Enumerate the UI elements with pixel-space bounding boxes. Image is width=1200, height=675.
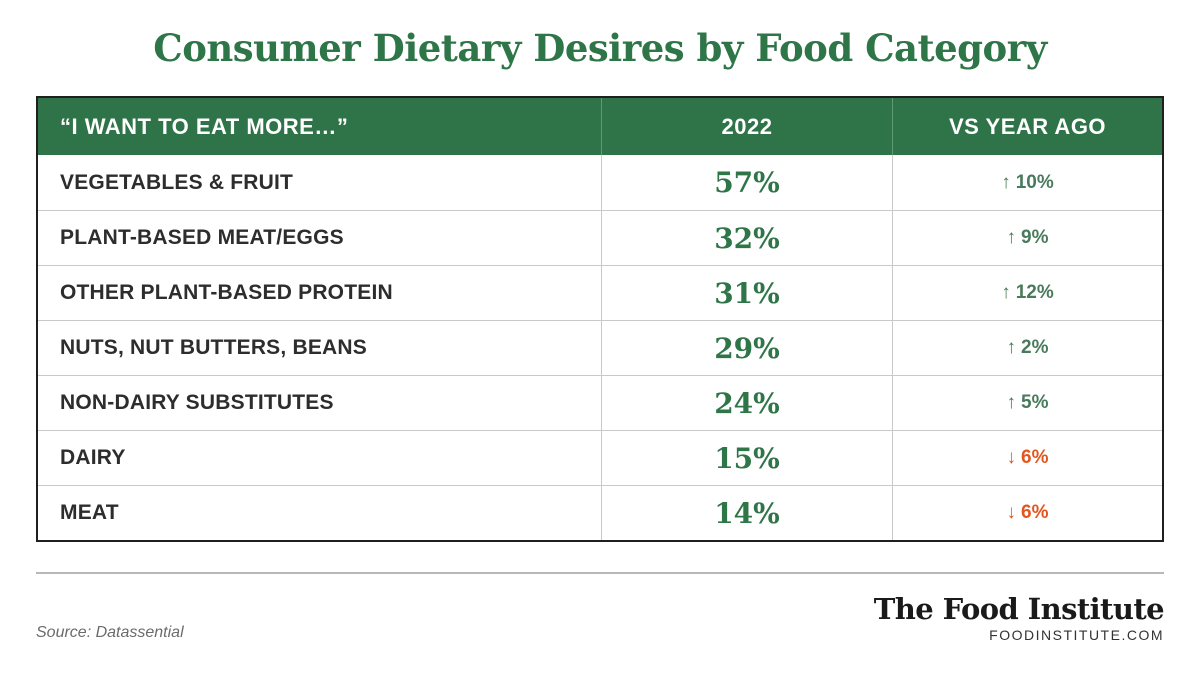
table-body: VEGETABLES & FRUIT 57% ↑ 10% PLANT-BASED MEA… — [38, 155, 1162, 540]
arrow-up-icon: ↑ — [1001, 171, 1011, 193]
row-category: PLANT-BASED MEAT/EGGS — [60, 226, 344, 249]
row-change: ↑ 5% — [892, 376, 1162, 430]
row-category: DAIRY — [60, 446, 126, 469]
row-value: 32% — [601, 211, 892, 265]
row-category: NUTS, NUT BUTTERS, BEANS — [60, 336, 367, 359]
table-row: VEGETABLES & FRUIT 57% ↑ 10% — [38, 155, 1162, 210]
change-value: 5% — [1021, 392, 1049, 413]
row-value: 29% — [601, 321, 892, 375]
row-change: ↑ 10% — [892, 155, 1162, 210]
row-value: 24% — [601, 376, 892, 430]
row-category: MEAT — [60, 501, 119, 524]
column-header-category: “I WANT TO EAT MORE…” — [60, 113, 349, 139]
change-value: 6% — [1021, 447, 1049, 468]
change-value: 12% — [1015, 282, 1054, 303]
table-row: DAIRY 15% ↓ 6% — [38, 430, 1162, 485]
column-header-change: VS YEAR AGO — [892, 98, 1162, 155]
arrow-down-icon: ↓ — [1006, 502, 1017, 523]
source-note: Source: Datassential — [36, 624, 184, 641]
change-value: 6% — [1021, 502, 1049, 523]
row-category: OTHER PLANT-BASED PROTEIN — [60, 281, 393, 304]
row-change: ↓ 6% — [892, 431, 1162, 485]
row-value: 31% — [601, 266, 892, 320]
row-value: 15% — [601, 431, 892, 485]
row-value: 57% — [601, 155, 892, 210]
change-value: 9% — [1021, 227, 1049, 248]
change-value: 10% — [1015, 171, 1054, 193]
arrow-up-icon: ↑ — [1006, 227, 1017, 248]
brand-name: The Food Institute — [873, 592, 1165, 626]
column-header-year: 2022 — [601, 98, 892, 155]
brand-url: FOODINSTITUTE.COM — [989, 627, 1164, 643]
row-category: NON-DAIRY SUBSTITUTES — [60, 391, 334, 414]
row-change: ↑ 2% — [892, 321, 1162, 375]
arrow-up-icon: ↑ — [1001, 282, 1011, 303]
arrow-up-icon: ↑ — [1006, 392, 1017, 413]
row-change: ↑ 9% — [892, 211, 1162, 265]
row-change: ↓ 6% — [892, 486, 1162, 540]
table-row: OTHER PLANT-BASED PROTEIN 31% ↑ 12% — [38, 265, 1162, 320]
footer-divider — [36, 572, 1164, 574]
table-row: NUTS, NUT BUTTERS, BEANS 29% ↑ 2% — [38, 320, 1162, 375]
arrow-up-icon: ↑ — [1006, 337, 1017, 358]
table-row: PLANT-BASED MEAT/EGGS 32% ↑ 9% — [38, 210, 1162, 265]
table-row: NON-DAIRY SUBSTITUTES 24% ↑ 5% — [38, 375, 1162, 430]
table-header: “I WANT TO EAT MORE…” 2022 VS YEAR AGO — [38, 98, 1162, 155]
row-category: VEGETABLES & FRUIT — [60, 170, 294, 194]
row-change: ↑ 12% — [892, 266, 1162, 320]
table-row: MEAT 14% ↓ 6% — [38, 485, 1162, 540]
brand-logo: The Food Institute FOODINSTITUTE.COM — [873, 592, 1165, 643]
data-table: “I WANT TO EAT MORE…” 2022 VS YEAR AGO V… — [36, 96, 1164, 542]
chart-title: Consumer Dietary Desires by Food Categor… — [153, 26, 1047, 70]
change-value: 2% — [1021, 337, 1049, 358]
arrow-down-icon: ↓ — [1006, 447, 1017, 468]
row-value: 14% — [601, 486, 892, 540]
